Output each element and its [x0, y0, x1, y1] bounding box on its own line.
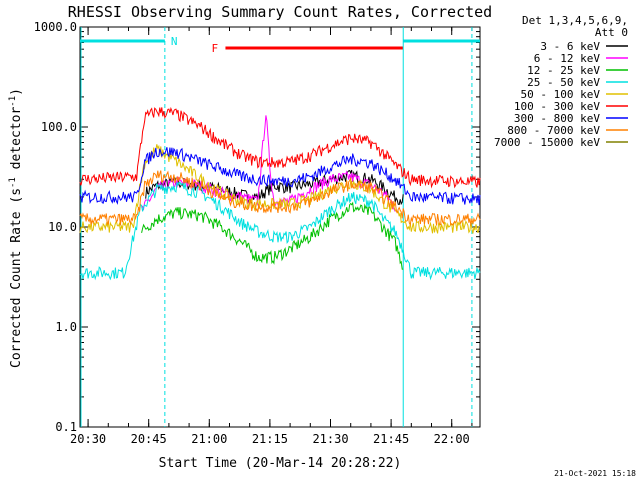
y-axis-label: Corrected Count Rate (s-1 detector-1): [8, 88, 24, 368]
legend-entry-label: 100 - 300 keV: [514, 100, 600, 113]
legend-entry-label: 3 - 6 keV: [540, 40, 600, 53]
legend-entry-label: 6 - 12 keV: [534, 52, 601, 65]
series-line: [79, 181, 481, 281]
y-axis-label-tail: detector: [9, 107, 24, 178]
y-axis-label-close: ): [9, 88, 24, 96]
flare-label: F: [211, 42, 218, 55]
legend-header: Det 1,3,4,5,6,9,: [522, 14, 628, 27]
plot-marks: NF: [80, 27, 480, 427]
x-axis-label: Start Time (20-Mar-14 20:28:22): [159, 456, 402, 471]
series-layer: [79, 106, 481, 281]
plot-axes: 0.1 1.0 10.0 100.0 1000.0 20:30 20:45 21:00 21:1…: [34, 20, 481, 446]
series-line: [141, 115, 396, 212]
legend-entry-label: 50 - 100 keV: [521, 88, 601, 101]
y-tick-label: 0.1: [55, 420, 77, 434]
x-tick-label: 21:30: [312, 432, 348, 446]
x-tick-label: 21:00: [191, 432, 227, 446]
legend-entry-label: 25 - 50 keV: [527, 76, 600, 89]
footer-date: 21-Oct-2021 15:18: [554, 469, 636, 478]
series-line: [79, 144, 481, 234]
legend-entry-label: 7000 - 15000 keV: [494, 136, 600, 149]
y-tick-label: 100.0: [41, 120, 77, 134]
x-tick-label: 21:15: [252, 432, 288, 446]
plot-frame: [79, 26, 481, 428]
legend-entry-label: 800 - 7000 keV: [507, 124, 600, 137]
y-axis-label-sup2: -1: [8, 96, 18, 107]
y-axis-label-main: Corrected Count Rate (s: [9, 188, 24, 368]
chart-title: RHESSI Observing Summary Count Rates, Co…: [68, 3, 492, 21]
x-tick-label: 20:45: [131, 432, 167, 446]
y-tick-label: 10.0: [48, 220, 77, 234]
x-tick-label: 20:30: [70, 432, 106, 446]
series-line: [79, 106, 481, 189]
legend-header: Att 0: [595, 26, 628, 39]
series-line: [79, 170, 481, 227]
series-line: [79, 147, 481, 206]
x-tick-label: 22:00: [434, 432, 470, 446]
x-tick-label: 21:45: [373, 432, 409, 446]
legend-entry-label: 300 - 800 keV: [514, 112, 600, 125]
legend-entry-label: 12 - 25 keV: [527, 64, 600, 77]
night-label: N: [171, 35, 178, 48]
y-tick-label: 1000.0: [34, 20, 77, 34]
y-axis-label-sup1: -1: [8, 177, 18, 188]
series-line: [141, 201, 404, 270]
y-tick-label: 1.0: [55, 320, 77, 334]
